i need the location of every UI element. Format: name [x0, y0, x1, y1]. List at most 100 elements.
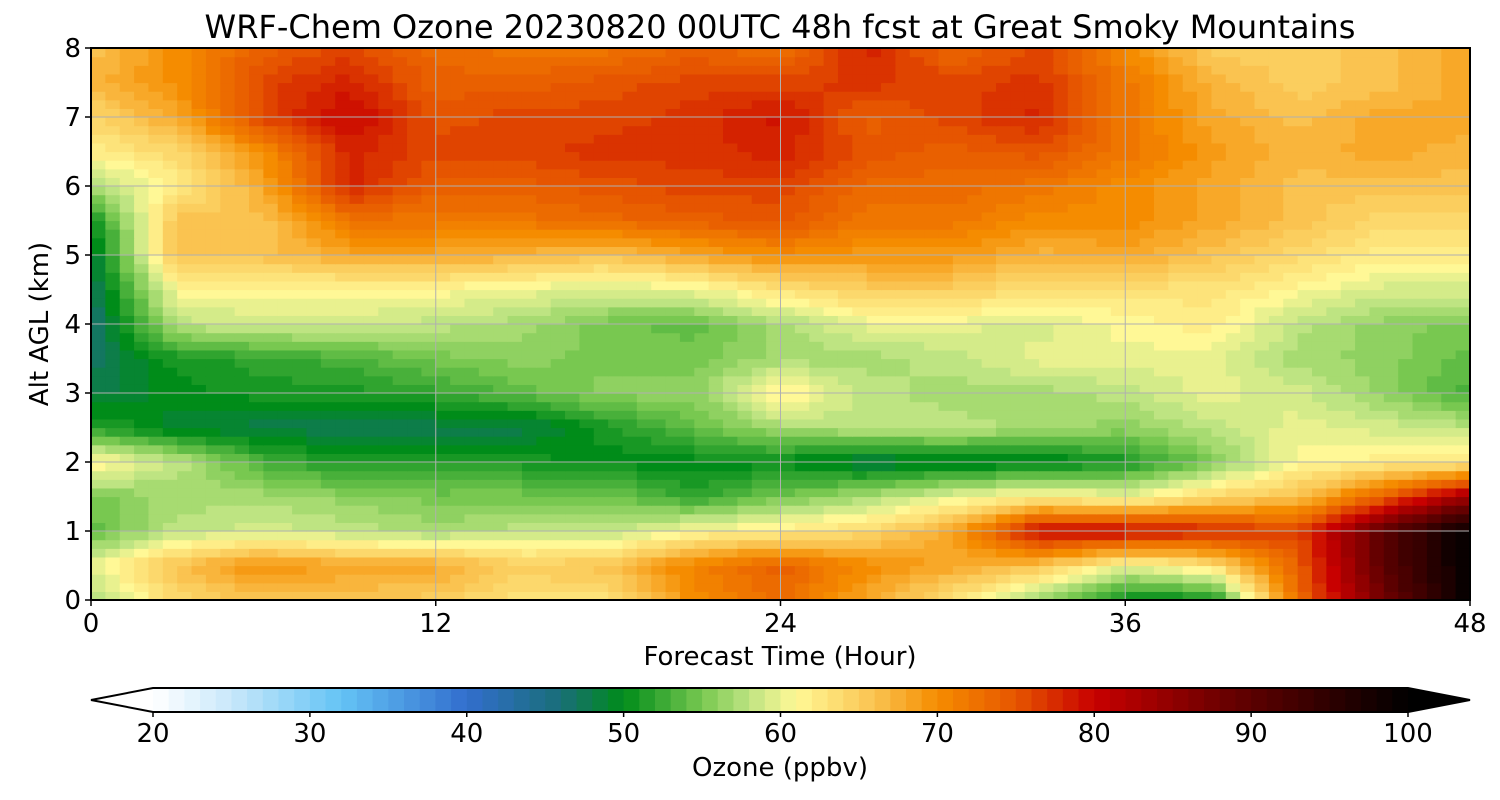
heatmap-cell: [866, 444, 882, 454]
heatmap-cell: [909, 177, 925, 187]
heatmap-cell: [550, 324, 566, 334]
heatmap-cell: [1383, 582, 1399, 592]
heatmap-cell: [450, 470, 466, 480]
heatmap-cell: [536, 470, 552, 480]
heatmap-cell: [1024, 194, 1040, 204]
heatmap-cell: [450, 496, 466, 506]
heatmap-cell: [1426, 168, 1442, 178]
heatmap-cell: [1067, 168, 1083, 178]
heatmap-cell: [952, 194, 968, 204]
heatmap-cell: [809, 332, 825, 342]
heatmap-cell: [967, 367, 983, 377]
heatmap-cell: [1182, 263, 1198, 273]
heatmap-cell: [1398, 358, 1414, 368]
heatmap-cell: [1039, 462, 1055, 472]
heatmap-cell: [1383, 349, 1399, 360]
heatmap-cell: [938, 462, 954, 472]
heatmap-cell: [177, 548, 193, 558]
heatmap-cell: [1182, 255, 1198, 265]
heatmap-cell: [1283, 211, 1299, 222]
heatmap-cell: [1268, 556, 1284, 567]
heatmap-cell: [1441, 436, 1457, 446]
heatmap-cell: [780, 393, 796, 403]
heatmap-cell: [234, 298, 250, 308]
heatmap-cell: [909, 220, 925, 230]
heatmap-cell: [1398, 237, 1414, 247]
heatmap-cell: [1010, 186, 1026, 196]
heatmap-cell: [909, 341, 925, 351]
heatmap-cell: [1369, 160, 1385, 170]
heatmap-cell: [1326, 211, 1342, 222]
heatmap-cell: [1096, 160, 1112, 170]
heatmap-cell: [521, 384, 537, 394]
heatmap-cell: [363, 272, 379, 282]
heatmap-cell: [1455, 168, 1470, 178]
heatmap-cell: [1355, 444, 1371, 454]
heatmap-cell: [1067, 298, 1083, 308]
heatmap-cell: [320, 479, 336, 489]
heatmap-cell: [435, 272, 451, 282]
heatmap-cell: [895, 375, 911, 385]
heatmap-cell: [435, 393, 451, 403]
heatmap-cell: [1197, 453, 1213, 463]
heatmap-cell: [995, 168, 1011, 178]
heatmap-cell: [550, 574, 566, 584]
heatmap-cell: [723, 487, 738, 498]
heatmap-cell: [220, 539, 236, 549]
heatmap-cell: [737, 332, 753, 342]
heatmap-cell: [1197, 315, 1213, 325]
heatmap-cell: [205, 453, 221, 463]
heatmap-cell: [1024, 479, 1040, 489]
heatmap-cell: [1283, 375, 1299, 385]
heatmap-cell: [450, 582, 466, 592]
heatmap-cell: [1283, 505, 1299, 515]
heatmap-cell: [91, 324, 106, 334]
heatmap-cell: [608, 574, 624, 584]
heatmap-cell: [263, 203, 279, 213]
heatmap-cell: [536, 315, 552, 325]
heatmap-cell: [794, 203, 810, 213]
heatmap-cell: [407, 444, 422, 454]
heatmap-cell: [1110, 487, 1126, 498]
heatmap-cell: [1240, 220, 1256, 230]
heatmap-cell: [1067, 203, 1083, 213]
heatmap-cell: [1182, 315, 1198, 325]
heatmap-cell: [220, 479, 236, 489]
heatmap-cell: [521, 505, 537, 515]
heatmap-cell: [378, 220, 394, 230]
heatmap-cell: [751, 418, 767, 429]
heatmap-cell: [837, 168, 853, 178]
heatmap-cell: [105, 289, 121, 299]
heatmap-cell: [363, 246, 379, 256]
heatmap-cell: [1383, 263, 1399, 273]
heatmap-cell: [1340, 479, 1356, 489]
heatmap-cell: [162, 375, 178, 385]
heatmap-cell: [134, 220, 150, 230]
heatmap-cell: [450, 436, 466, 446]
heatmap-cell: [866, 280, 882, 291]
heatmap-cell: [205, 548, 221, 558]
heatmap-cell: [1082, 591, 1098, 600]
heatmap-cell: [1182, 194, 1198, 204]
heatmap-cell: [1139, 160, 1155, 170]
heatmap-cell: [263, 194, 279, 204]
heatmap-cell: [1355, 556, 1371, 567]
heatmap-cell: [1125, 582, 1141, 592]
heatmap-cell: [292, 177, 308, 187]
heatmap-cell: [205, 272, 221, 282]
heatmap-cell: [378, 255, 394, 265]
heatmap-cell: [636, 574, 652, 584]
heatmap-cell: [162, 315, 178, 325]
heatmap-cell: [536, 427, 552, 437]
heatmap-cell: [349, 160, 365, 170]
heatmap-cell: [220, 289, 236, 299]
heatmap-cell: [651, 263, 667, 273]
heatmap-cell: [723, 272, 738, 282]
heatmap-cell: [809, 280, 825, 291]
heatmap-cell: [1168, 229, 1184, 239]
heatmap-cell: [579, 315, 595, 325]
heatmap-cell: [320, 462, 336, 472]
heatmap-cell: [895, 194, 911, 204]
heatmap-cell: [1254, 591, 1270, 600]
heatmap-cell: [177, 220, 193, 230]
